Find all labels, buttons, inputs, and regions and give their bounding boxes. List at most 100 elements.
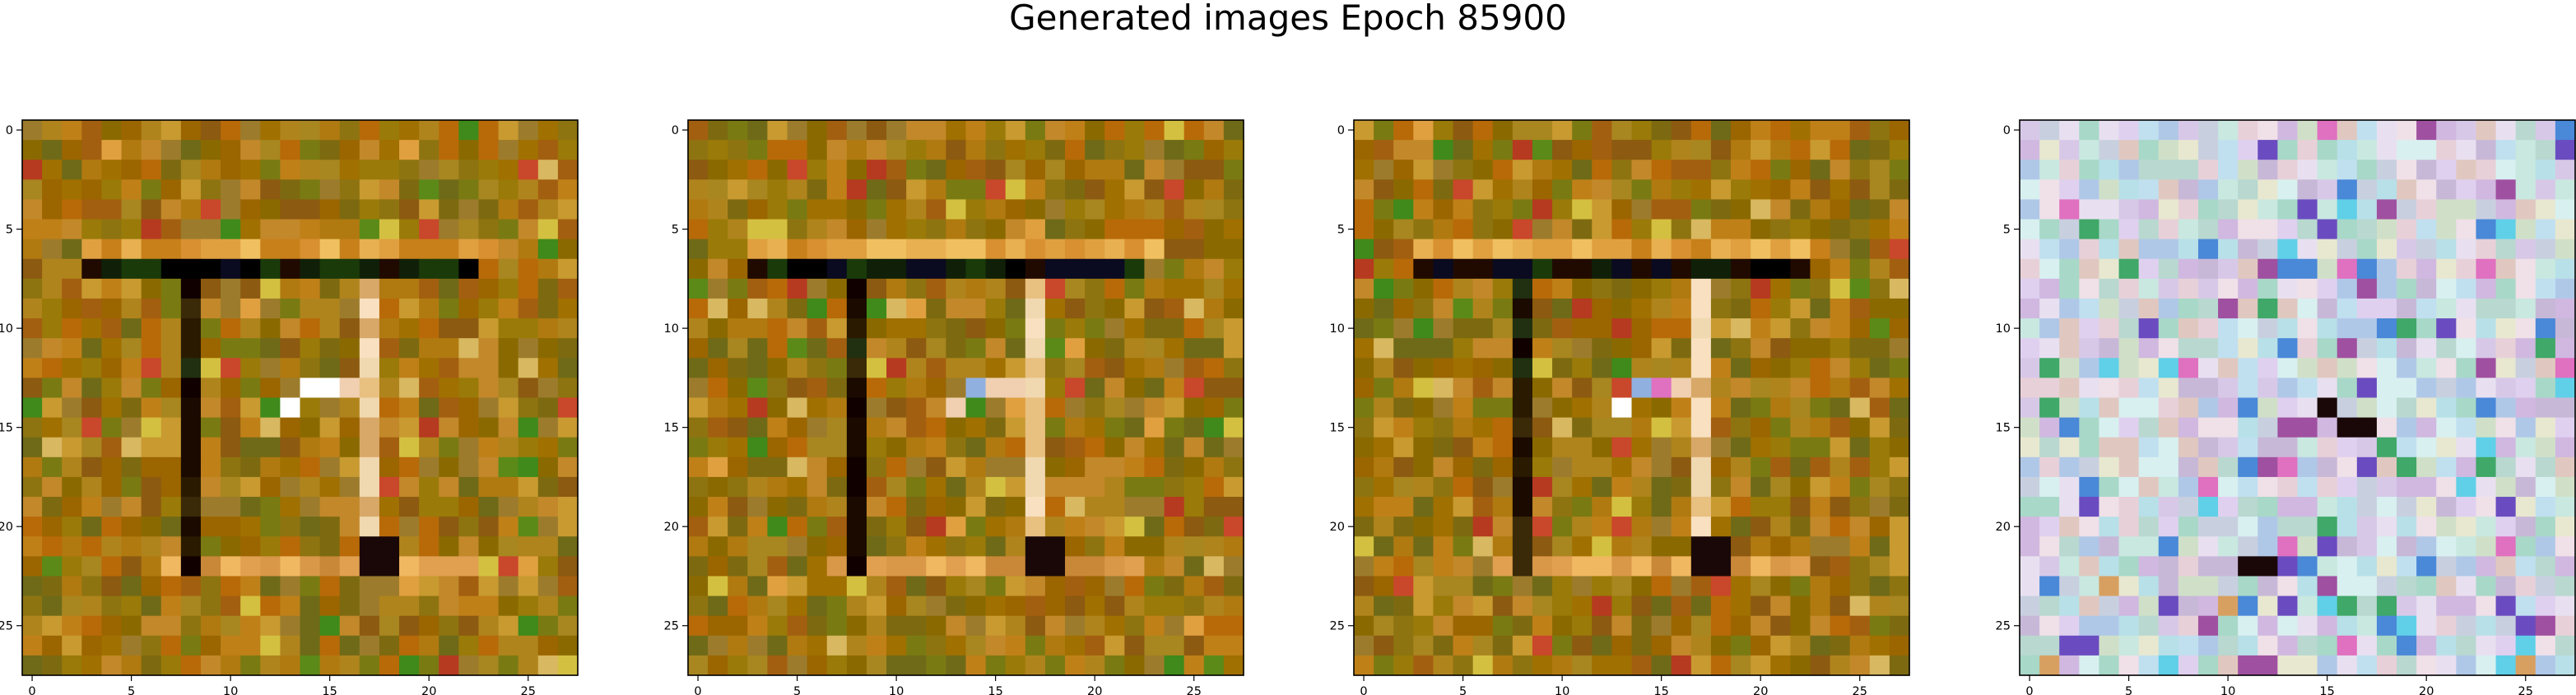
pixel [419, 239, 439, 260]
pixel [1572, 635, 1593, 656]
x-tick-label: 25 [2518, 685, 2533, 695]
pixel [1374, 397, 1394, 419]
pixel [498, 417, 519, 438]
pixel [1690, 278, 1712, 299]
pixel [1354, 437, 1374, 458]
pixel [1124, 517, 1146, 537]
pixel [1671, 576, 1692, 597]
pixel [826, 120, 848, 141]
pixel [826, 615, 848, 637]
pixel [2277, 456, 2299, 478]
pixel [2376, 358, 2397, 378]
pixel [458, 556, 480, 577]
pixel [62, 536, 82, 557]
pixel [1731, 476, 1751, 498]
pixel [1433, 556, 1454, 577]
pixel [2257, 576, 2278, 597]
pixel [22, 576, 43, 597]
pixel [221, 655, 241, 676]
pixel [1354, 536, 1374, 557]
pixel [1770, 536, 1791, 557]
pixel [747, 437, 769, 458]
pixel [2099, 437, 2120, 458]
pixel [1203, 199, 1225, 220]
pixel [478, 120, 500, 141]
pixel [1005, 199, 1026, 220]
x-tick-label: 0 [2025, 685, 2033, 695]
pixel [946, 517, 967, 537]
pixel [1611, 456, 1633, 478]
pixel [1552, 278, 1573, 299]
pixel [180, 199, 202, 220]
pixel [767, 199, 788, 220]
pixel [2020, 556, 2040, 577]
pixel [2476, 160, 2497, 180]
pixel [1869, 536, 1890, 557]
pixel [2039, 615, 2060, 637]
pixel [1104, 338, 1125, 359]
pixel [1005, 120, 1026, 141]
pixel [2059, 655, 2080, 676]
pixel [1552, 437, 1573, 458]
pixel [2555, 655, 2576, 676]
pixel [1374, 120, 1394, 141]
pixel [2436, 378, 2457, 399]
pixel [1869, 655, 1890, 676]
pixel [458, 219, 480, 240]
pixel [1532, 437, 1553, 458]
pixel [1631, 556, 1653, 577]
pixel [22, 556, 43, 577]
pixel [319, 120, 341, 141]
pixel [1830, 298, 1851, 319]
pixel [379, 120, 400, 141]
pixel [2337, 298, 2358, 319]
pixel [1374, 556, 1394, 577]
pixel [1065, 437, 1086, 458]
pixel [2416, 199, 2437, 220]
pixel [1889, 417, 1910, 438]
pixel [2178, 199, 2199, 220]
pixel [1770, 497, 1791, 517]
pixel [1492, 219, 1514, 240]
pixel [1611, 140, 1633, 160]
pixel [81, 556, 103, 577]
pixel [2238, 120, 2258, 141]
pixel [2376, 219, 2397, 240]
pixel [1889, 576, 1910, 597]
pixel [1164, 556, 1185, 577]
pixel [1830, 378, 1851, 399]
pixel [319, 338, 341, 359]
pixel [498, 338, 519, 359]
pixel [2397, 338, 2417, 359]
pixel [1472, 338, 1494, 359]
pixel [728, 199, 748, 220]
pixel [2317, 338, 2338, 359]
pixel [728, 476, 748, 498]
pixel [1025, 179, 1046, 201]
pixel [1354, 358, 1374, 378]
pixel [1472, 160, 1494, 180]
pixel [1183, 219, 1205, 240]
pixel [1710, 655, 1732, 676]
pixel [708, 219, 728, 240]
pixel [1005, 476, 1026, 498]
pixel [2535, 358, 2556, 378]
pixel [359, 456, 380, 478]
pixel [2238, 338, 2258, 359]
pixel [2099, 258, 2120, 280]
pixel [2079, 338, 2100, 359]
pixel [101, 397, 123, 419]
pixel [2356, 179, 2378, 201]
pixel [1849, 397, 1871, 419]
pixel [807, 576, 828, 597]
pixel [728, 536, 748, 557]
pixel [2476, 298, 2497, 319]
pixel [2535, 278, 2556, 299]
pixel [2277, 497, 2299, 517]
pixel [1651, 595, 1672, 617]
pixel [728, 140, 748, 160]
pixel [946, 179, 967, 201]
pixel [1731, 160, 1751, 180]
pixel [518, 497, 539, 517]
pixel [2397, 655, 2417, 676]
